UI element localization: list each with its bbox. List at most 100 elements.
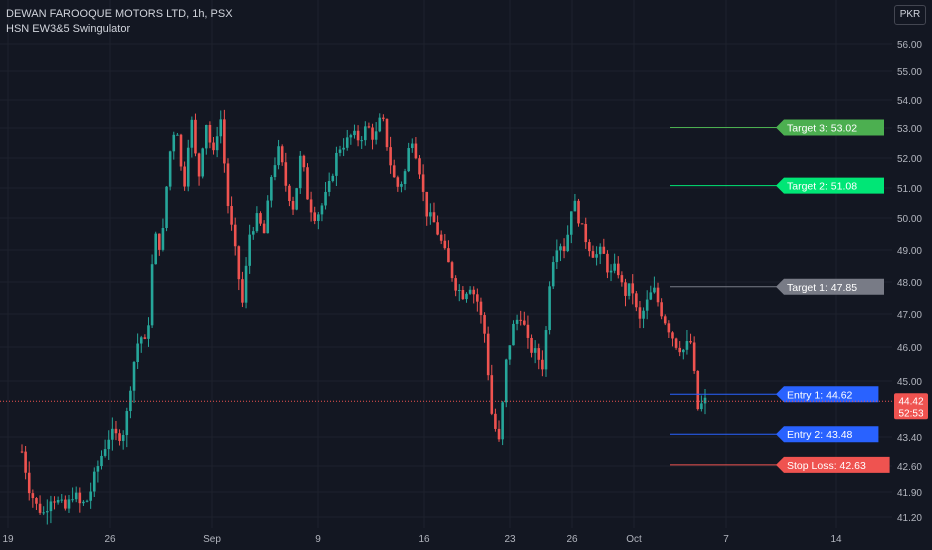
- y-tick-label: 41.90: [897, 488, 922, 499]
- candle-body: [67, 499, 71, 509]
- candle-body: [190, 119, 194, 148]
- candle-body: [544, 330, 548, 370]
- candle-body: [429, 212, 432, 217]
- candle-body: [74, 492, 78, 500]
- y-tick-label: 46.00: [897, 343, 922, 354]
- candle-body: [660, 302, 663, 317]
- level-tag: [776, 456, 890, 473]
- candle-body: [403, 171, 407, 185]
- candle-body: [656, 287, 660, 303]
- candle-body: [678, 347, 682, 353]
- candle-body: [49, 501, 53, 512]
- x-tick-label: 7: [723, 534, 729, 545]
- candle-body: [569, 211, 573, 235]
- candle-body: [139, 337, 143, 344]
- candle-body: [490, 375, 494, 414]
- candle-body: [457, 290, 461, 292]
- candle-body: [212, 142, 215, 151]
- y-tick-label: 55.00: [897, 67, 922, 78]
- candle-body: [53, 501, 56, 503]
- candle-body: [396, 177, 400, 187]
- candle-body: [20, 451, 24, 453]
- candle-body: [327, 180, 331, 192]
- candle-body: [663, 316, 667, 324]
- candle-body: [78, 492, 82, 504]
- level-label: Target 1: 47.85: [787, 282, 857, 294]
- candle-body: [407, 148, 410, 172]
- candle-body: [468, 289, 472, 294]
- candle-body: [320, 205, 324, 215]
- candle-body: [168, 151, 172, 187]
- candle-body: [219, 119, 223, 137]
- candle-body: [298, 155, 302, 189]
- candle-body: [577, 200, 580, 224]
- candle-body: [389, 147, 392, 166]
- candle-body: [194, 119, 197, 154]
- candle-body: [595, 254, 598, 258]
- y-tick-label: 52.00: [897, 154, 922, 165]
- candle-body: [226, 163, 230, 207]
- candle-body: [642, 310, 645, 319]
- candle-body: [533, 348, 537, 353]
- candle-body: [537, 348, 541, 360]
- candle-body: [251, 231, 255, 235]
- candle-body: [696, 370, 700, 410]
- candle-body: [205, 124, 208, 149]
- candle-body: [309, 199, 313, 213]
- candle-body: [497, 428, 501, 440]
- candle-body: [627, 283, 631, 296]
- candle-body: [378, 117, 382, 132]
- candle-body: [461, 290, 465, 300]
- candle-body: [302, 155, 306, 168]
- candle-body: [223, 119, 226, 164]
- candle-body: [519, 319, 522, 321]
- candle-body: [345, 137, 349, 148]
- candle-body: [176, 134, 179, 136]
- candle-body: [154, 233, 158, 265]
- candle-body: [526, 324, 530, 338]
- candle-body: [447, 248, 450, 263]
- candle-body: [692, 342, 696, 371]
- candle-body: [147, 325, 150, 339]
- candle-body: [92, 471, 96, 492]
- candle-body: [580, 223, 584, 225]
- candle-body: [425, 191, 429, 217]
- candle-body: [42, 512, 45, 514]
- x-tick-label: 14: [830, 534, 842, 545]
- indicator-title: HSN EW3&5 Swingulator: [6, 23, 131, 35]
- candle-body: [479, 301, 483, 316]
- candle-body: [548, 286, 551, 331]
- candle-body: [335, 152, 338, 176]
- candle-body: [685, 341, 689, 350]
- candle-body: [125, 411, 129, 436]
- candle-body: [450, 262, 454, 279]
- candle-body: [306, 167, 309, 200]
- candle-body: [215, 136, 219, 151]
- currency-button[interactable]: PKR: [894, 5, 926, 25]
- candle-body: [179, 134, 183, 167]
- candle-body: [56, 499, 60, 503]
- level-tag: [776, 177, 884, 194]
- candle-body: [96, 466, 100, 472]
- candle-body: [674, 338, 678, 348]
- candle-body: [551, 262, 555, 287]
- candle-body: [45, 511, 49, 513]
- y-tick-label: 48.00: [897, 278, 922, 289]
- candle-body: [410, 143, 414, 149]
- candle-body: [111, 428, 114, 440]
- candle-body: [233, 224, 237, 247]
- candle-body: [392, 165, 396, 178]
- candle-body: [342, 147, 345, 150]
- candle-body: [208, 124, 212, 143]
- candle-body: [703, 397, 707, 404]
- candle-body: [150, 264, 154, 326]
- candle-body: [121, 435, 125, 441]
- candle-body: [241, 279, 244, 303]
- candle-body: [197, 153, 201, 177]
- candle-body: [573, 200, 577, 212]
- candle-body: [259, 213, 262, 224]
- candle-body: [273, 165, 277, 178]
- candle-body: [364, 126, 367, 141]
- level-label: Entry 1: 44.62: [787, 389, 853, 401]
